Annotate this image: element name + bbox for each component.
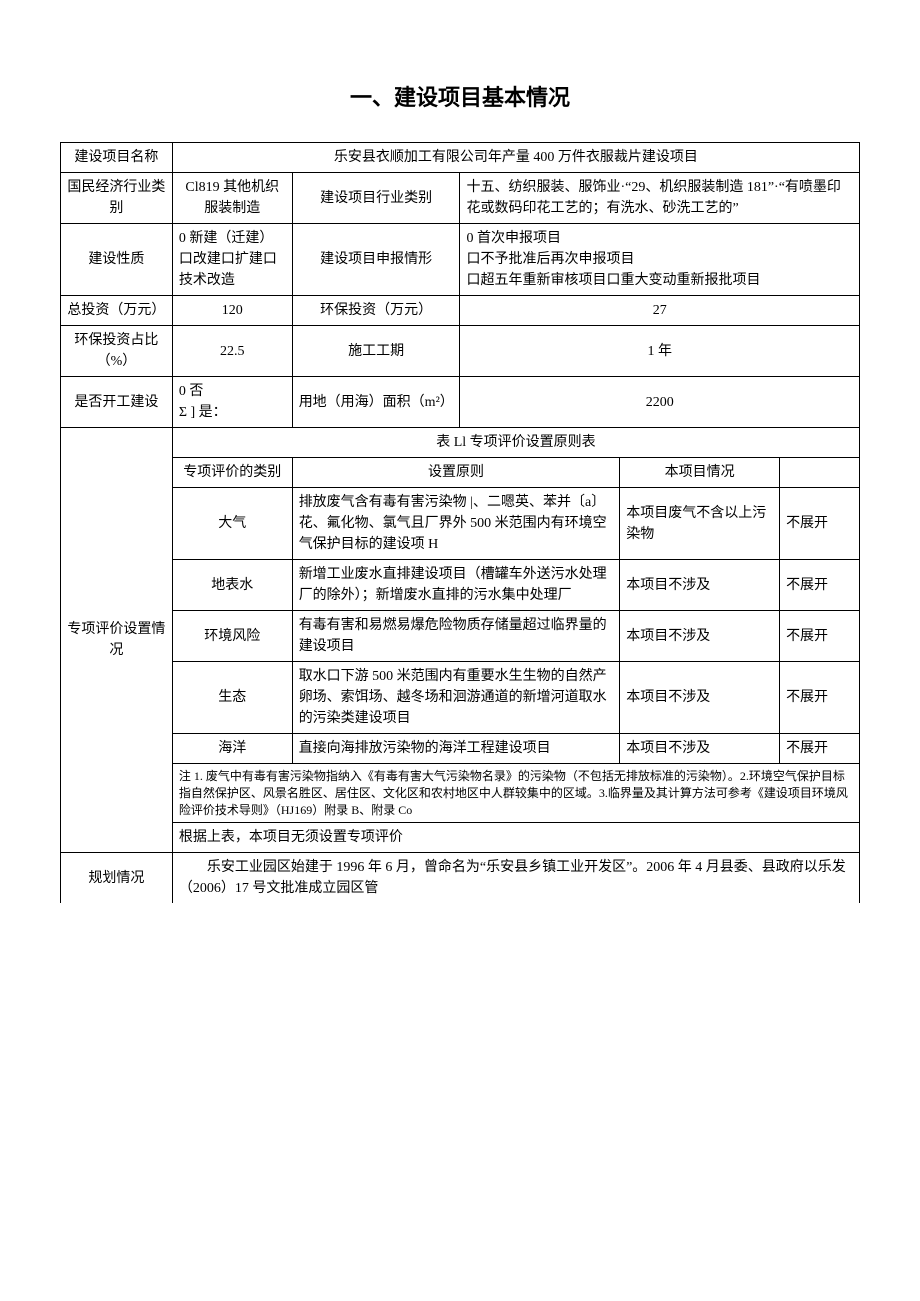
value-project-name: 乐安县衣顺加工有限公司年产量 400 万件衣服裁片建设项目: [172, 143, 859, 173]
table-row: 注 1. 废气中有毒有害污染物指纳入《有毒有害大气污染物名录》的污染物（不包括无…: [61, 764, 860, 823]
table-row: 地表水 新增工业废水直排建设项目（槽罐车外送污水处理厂的除外）；新增废水直排的污…: [61, 560, 860, 611]
value-build-nature: 0 新建（迁建）口改建口扩建口技术改造: [172, 224, 292, 296]
table-row: 大气 排放废气含有毒有害污染物 |、二嗯英、苯并〔a〕花、氟化物、氯气且厂界外 …: [61, 488, 860, 560]
table-row: 总投资（万元） 120 环保投资（万元） 27: [61, 296, 860, 326]
status-risk: 本项目不涉及: [620, 611, 780, 662]
status-eco: 本项目不涉及: [620, 662, 780, 734]
cat-risk: 环境风险: [172, 611, 292, 662]
value-industry-code: Cl819 其他机织服装制造: [172, 173, 292, 224]
table-row: 规划情况 乐安工业园区始建于 1996 年 6 月，曾命名为“乐安县乡镇工业开发…: [61, 853, 860, 904]
cat-air: 大气: [172, 488, 292, 560]
rule-air: 排放废气含有毒有害污染物 |、二嗯英、苯并〔a〕花、氟化物、氯气且厂界外 500…: [292, 488, 620, 560]
cat-eco: 生态: [172, 662, 292, 734]
res-eco: 不展开: [780, 662, 860, 734]
status-water: 本项目不涉及: [620, 560, 780, 611]
res-water: 不展开: [780, 560, 860, 611]
table-row: 国民经济行业类别 Cl819 其他机织服装制造 建设项目行业类别 十五、纺织服装…: [61, 173, 860, 224]
value-total-invest: 120: [172, 296, 292, 326]
table-row: 生态 取水口下游 500 米范围内有重要水生生物的自然产卵场、索饵场、越冬场和洄…: [61, 662, 860, 734]
table-row: 专项评价的类别 设置原则 本项目情况: [61, 458, 860, 488]
special-note: 注 1. 废气中有毒有害污染物指纳入《有毒有害大气污染物名录》的污染物（不包括无…: [172, 764, 859, 823]
special-table-title: 表 Ll 专项评价设置原则表: [172, 428, 859, 458]
value-declare-form: 0 首次申报项目 口不予批准后再次申报项目 口超五年重新审核项目口重大变动重新报…: [460, 224, 860, 296]
value-land-area: 2200: [460, 377, 860, 428]
label-special-eval: 专项评价设置情况: [61, 428, 173, 853]
table-row: 建设性质 0 新建（迁建）口改建口扩建口技术改造 建设项目申报情形 0 首次申报…: [61, 224, 860, 296]
label-started: 是否开工建设: [61, 377, 173, 428]
rule-risk: 有毒有害和易燃易爆危险物质存储量超过临界量的建设项目: [292, 611, 620, 662]
col-rule: 设置原则: [292, 458, 620, 488]
table-row: 专项评价设置情况 表 Ll 专项评价设置原则表: [61, 428, 860, 458]
label-build-nature: 建设性质: [61, 224, 173, 296]
status-air: 本项目废气不含以上污染物: [620, 488, 780, 560]
table-row: 环境风险 有毒有害和易燃易爆危险物质存储量超过临界量的建设项目 本项目不涉及 不…: [61, 611, 860, 662]
cat-water: 地表水: [172, 560, 292, 611]
col-category: 专项评价的类别: [172, 458, 292, 488]
label-land-area: 用地（用海）面积（m²）: [292, 377, 460, 428]
value-env-ratio: 22.5: [172, 326, 292, 377]
value-period: 1 年: [460, 326, 860, 377]
res-air: 不展开: [780, 488, 860, 560]
label-declare-form: 建设项目申报情形: [292, 224, 460, 296]
label-total-invest: 总投资（万元）: [61, 296, 173, 326]
label-env-invest: 环保投资（万元）: [292, 296, 460, 326]
label-industry-type: 建设项目行业类别: [292, 173, 460, 224]
basic-info-table: 建设项目名称 乐安县衣顺加工有限公司年产量 400 万件衣服裁片建设项目 国民经…: [60, 142, 860, 903]
cat-ocean: 海洋: [172, 734, 292, 764]
label-period: 施工工期: [292, 326, 460, 377]
label-project-name: 建设项目名称: [61, 143, 173, 173]
label-env-ratio: 环保投资占比（%）: [61, 326, 173, 377]
status-ocean: 本项目不涉及: [620, 734, 780, 764]
page-title: 一、建设项目基本情况: [60, 80, 860, 112]
rule-ocean: 直接向海排放污染物的海洋工程建设项目: [292, 734, 620, 764]
value-plan: 乐安工业园区始建于 1996 年 6 月，曾命名为“乐安县乡镇工业开发区”。20…: [172, 853, 859, 904]
table-row: 环保投资占比（%） 22.5 施工工期 1 年: [61, 326, 860, 377]
value-started: 0 否 Σ ] 是：: [172, 377, 292, 428]
value-industry-type: 十五、纺织服装、服饰业·“29、机织服装制造 181”·“有喷墨印花或数码印花工…: [460, 173, 860, 224]
table-row: 是否开工建设 0 否 Σ ] 是： 用地（用海）面积（m²） 2200: [61, 377, 860, 428]
table-row: 根据上表，本项目无须设置专项评价: [61, 823, 860, 853]
value-env-invest: 27: [460, 296, 860, 326]
rule-water: 新增工业废水直排建设项目（槽罐车外送污水处理厂的除外）；新增废水直排的污水集中处…: [292, 560, 620, 611]
label-industry-code: 国民经济行业类别: [61, 173, 173, 224]
special-conclusion: 根据上表，本项目无须设置专项评价: [172, 823, 859, 853]
col-status: 本项目情况: [620, 458, 780, 488]
res-ocean: 不展开: [780, 734, 860, 764]
label-plan: 规划情况: [61, 853, 173, 904]
table-row: 建设项目名称 乐安县衣顺加工有限公司年产量 400 万件衣服裁片建设项目: [61, 143, 860, 173]
table-row: 海洋 直接向海排放污染物的海洋工程建设项目 本项目不涉及 不展开: [61, 734, 860, 764]
res-risk: 不展开: [780, 611, 860, 662]
rule-eco: 取水口下游 500 米范围内有重要水生生物的自然产卵场、索饵场、越冬场和洄游通道…: [292, 662, 620, 734]
col-result: [780, 458, 860, 488]
